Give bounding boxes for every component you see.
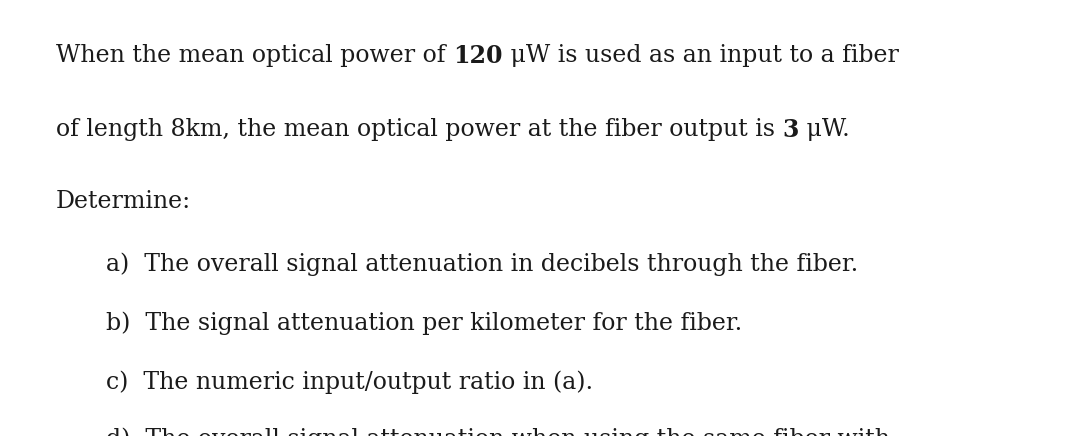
Text: μW is used as an input to a fiber: μW is used as an input to a fiber	[502, 44, 899, 67]
Text: When the mean optical power of: When the mean optical power of	[56, 44, 454, 67]
Text: of length 8km, the mean optical power at the fiber output is: of length 8km, the mean optical power at…	[56, 118, 783, 141]
Text: a)  The overall signal attenuation in decibels through the fiber.: a) The overall signal attenuation in dec…	[106, 253, 859, 276]
Text: Determine:: Determine:	[56, 190, 191, 213]
Text: d)  The overall signal attenuation when using the same fiber with: d) The overall signal attenuation when u…	[106, 427, 890, 436]
Text: 120: 120	[454, 44, 502, 68]
Text: μW.: μW.	[799, 118, 850, 141]
Text: c)  The numeric input/output ratio in (a).: c) The numeric input/output ratio in (a)…	[106, 371, 593, 394]
Text: 3: 3	[783, 118, 799, 142]
Text: b)  The signal attenuation per kilometer for the fiber.: b) The signal attenuation per kilometer …	[106, 312, 742, 335]
